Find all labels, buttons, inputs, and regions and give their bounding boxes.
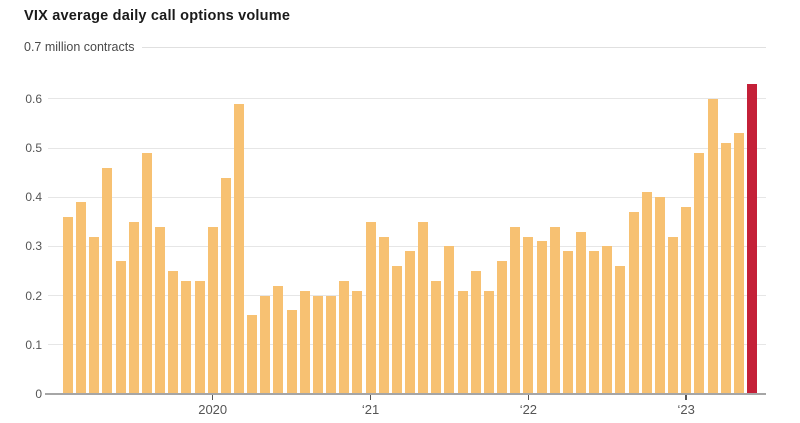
bar [510,226,521,394]
y-tick-label: 0.1 [25,337,42,352]
bar [418,221,429,394]
bar [312,295,323,394]
x-tick-label: ‘22 [519,402,538,417]
bar [63,216,73,394]
bar [457,290,468,394]
bar [720,143,731,394]
bar [549,226,560,394]
x-tick [211,395,214,400]
bar [641,192,652,394]
y-tick-label: 0.5 [25,141,42,155]
bar [168,271,179,394]
bar [220,177,231,394]
x-tick-label: ‘21 [361,402,380,417]
bar [352,290,363,394]
bar [431,280,442,394]
bar [536,241,547,394]
bar [562,251,573,394]
bar [141,152,152,394]
bar [326,295,337,394]
bar [273,285,284,394]
y-tick-label: 0.4 [25,190,42,205]
bar [181,280,192,394]
bar [681,207,692,394]
x-tick [527,395,530,400]
x-tick-label: 2020 [198,402,228,417]
bar [483,290,494,394]
bar [602,246,613,394]
bar [378,236,389,394]
x-tick [685,395,687,400]
bar [668,236,679,394]
bar [523,236,534,394]
bar [444,246,455,394]
bar [391,266,402,394]
y-tick-label: 0.6 [25,91,42,106]
bar [128,221,139,394]
bar [89,236,100,394]
bar [339,280,350,394]
bar [299,290,310,394]
bar [115,261,126,394]
bar [286,310,297,394]
chart-title: VIX average daily call options volume [24,8,291,24]
x-tick [369,395,372,400]
gridline-0.4 [48,196,766,198]
bar [589,251,600,394]
bar [207,226,218,394]
x-tick-label: ‘23 [677,402,695,417]
highlight-bar [747,84,757,394]
bar [654,197,665,394]
x-axis-baseline [45,393,766,395]
bar [260,295,271,394]
bar [247,315,258,394]
bar [405,251,415,394]
bar [102,167,113,394]
gridline-0.5 [48,147,766,149]
bar [365,221,376,394]
bar [470,271,481,394]
bar [234,103,244,394]
gridline-0.6 [48,98,766,100]
bar [194,280,205,394]
bar [576,231,586,394]
y-tick-label: 0.3 [25,239,42,254]
bar [707,98,718,394]
bar [76,202,87,394]
bar [628,211,639,394]
gridline-top [142,46,766,48]
y-tick-label: 0 [35,387,42,401]
bar [497,261,508,394]
y-axis-unit-label: 0.7 million contracts [24,40,135,54]
bar [694,152,705,394]
unit-row: 0.7 million contracts [24,40,766,54]
y-tick-label: 0.2 [25,288,42,303]
bar [155,226,166,394]
gridline-0.3 [48,245,766,247]
bar [733,133,744,394]
bar [615,266,626,394]
